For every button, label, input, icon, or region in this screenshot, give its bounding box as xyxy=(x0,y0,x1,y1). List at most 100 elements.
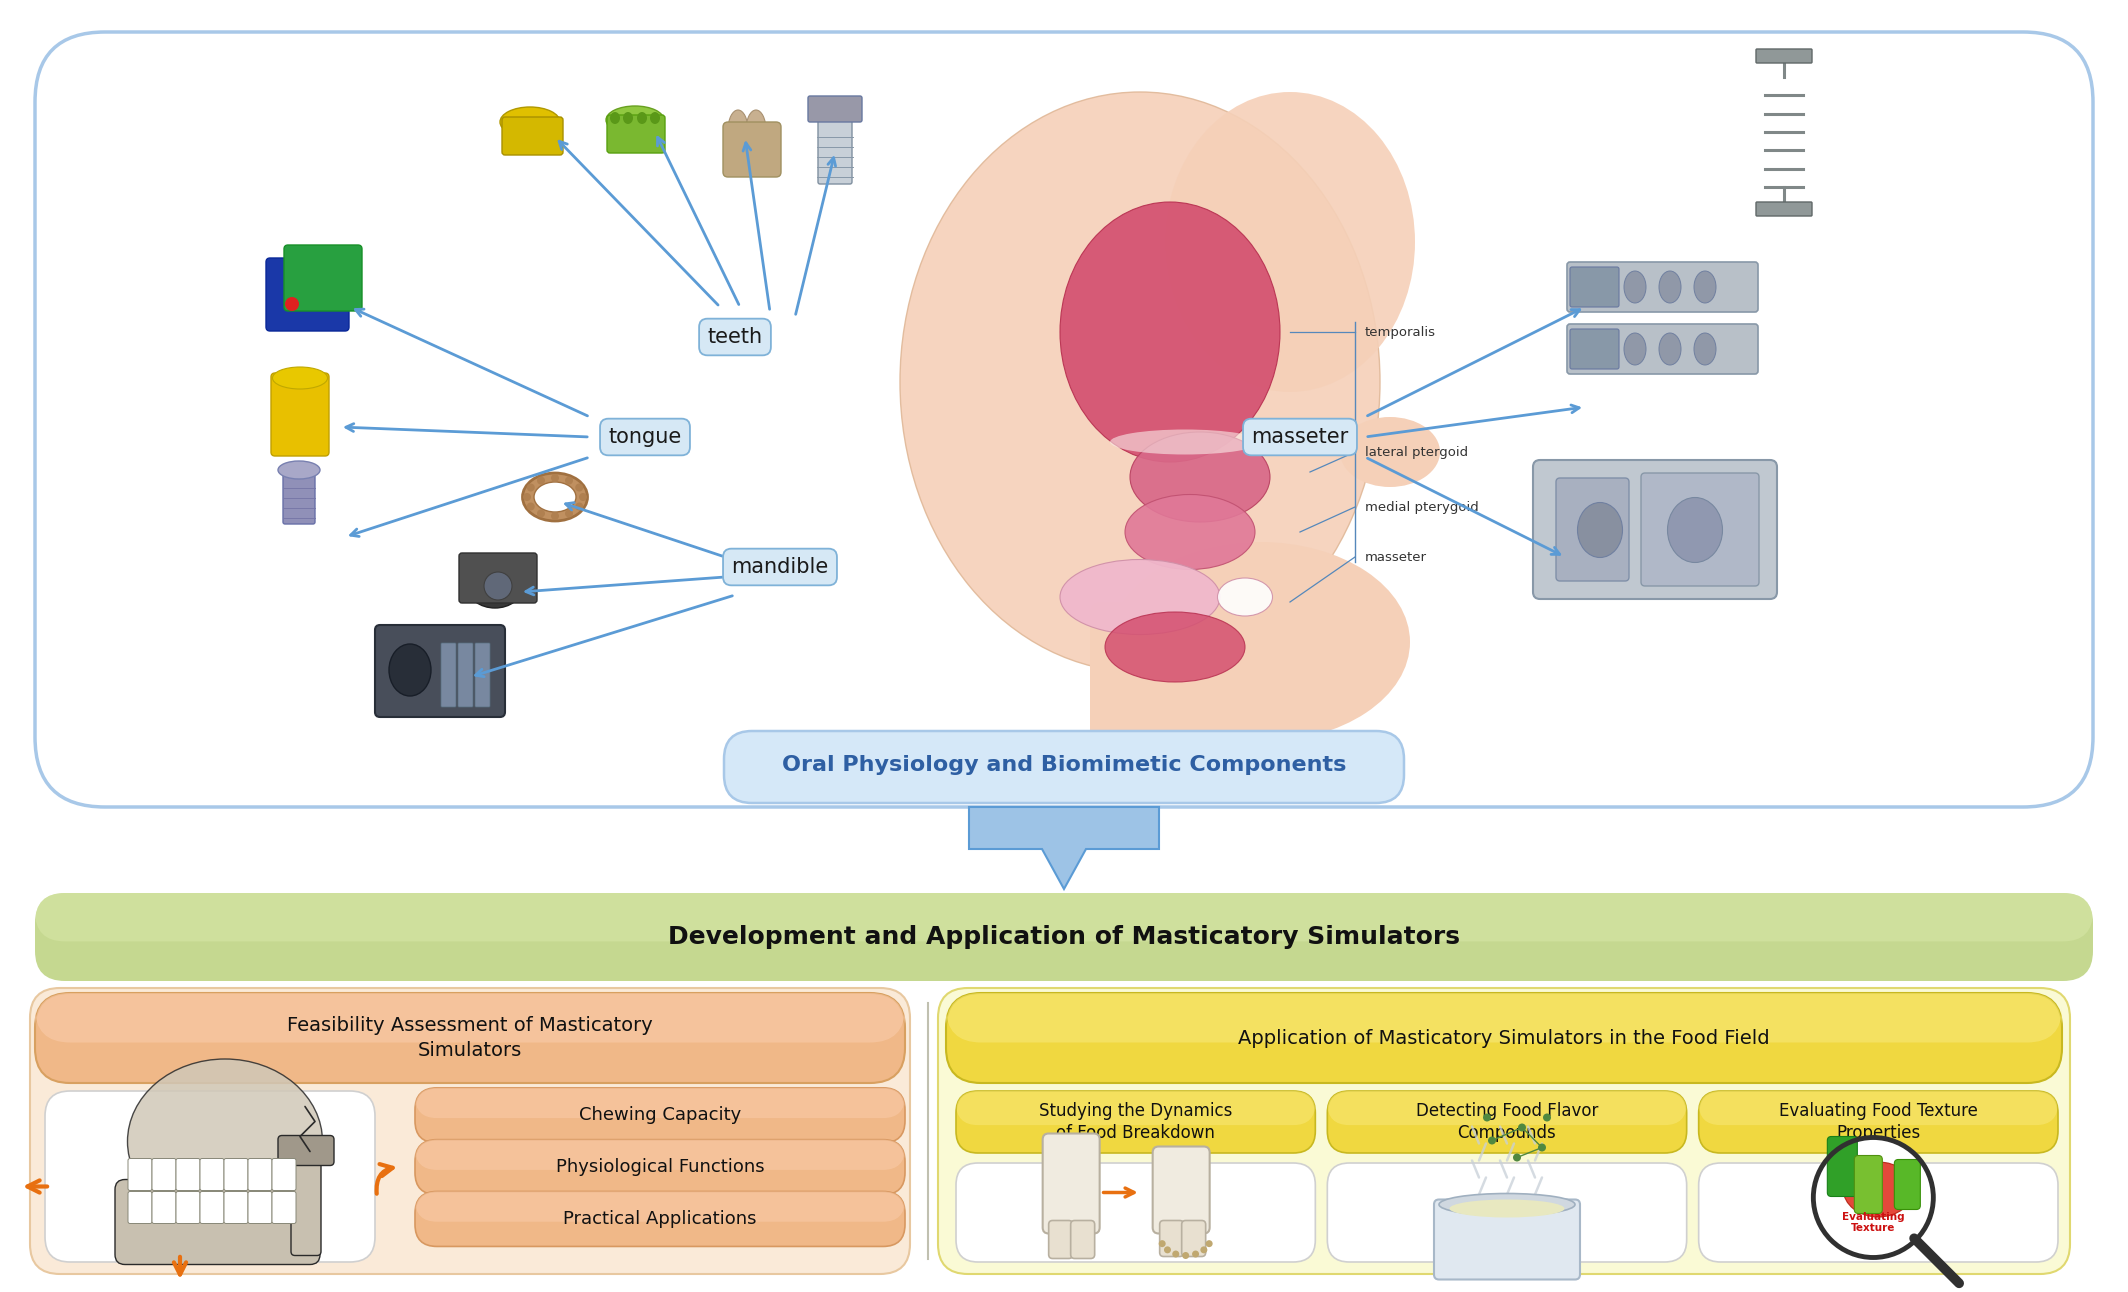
FancyBboxPatch shape xyxy=(947,994,2062,1083)
Ellipse shape xyxy=(1130,432,1270,522)
Polygon shape xyxy=(968,808,1160,889)
Ellipse shape xyxy=(1668,497,1722,562)
FancyBboxPatch shape xyxy=(1153,1146,1209,1234)
FancyBboxPatch shape xyxy=(1090,602,1270,782)
Ellipse shape xyxy=(1449,1199,1564,1217)
Ellipse shape xyxy=(1126,495,1256,570)
Ellipse shape xyxy=(128,1059,323,1224)
FancyBboxPatch shape xyxy=(415,1140,904,1169)
Ellipse shape xyxy=(389,643,432,696)
FancyBboxPatch shape xyxy=(1756,49,1813,63)
FancyBboxPatch shape xyxy=(279,1136,334,1165)
Circle shape xyxy=(285,297,300,311)
FancyBboxPatch shape xyxy=(1566,324,1758,373)
Circle shape xyxy=(528,483,534,491)
FancyBboxPatch shape xyxy=(1698,1090,2058,1125)
FancyBboxPatch shape xyxy=(375,625,504,717)
Text: masseter: masseter xyxy=(1251,426,1349,447)
Text: temporalis: temporalis xyxy=(1364,326,1436,339)
Ellipse shape xyxy=(624,112,632,124)
Ellipse shape xyxy=(534,482,577,512)
FancyBboxPatch shape xyxy=(272,1159,296,1190)
Ellipse shape xyxy=(1111,543,1411,742)
FancyBboxPatch shape xyxy=(283,245,362,311)
Circle shape xyxy=(1207,1240,1213,1247)
FancyBboxPatch shape xyxy=(151,1191,177,1224)
FancyBboxPatch shape xyxy=(460,553,536,603)
Circle shape xyxy=(1183,1252,1190,1258)
Ellipse shape xyxy=(500,107,560,137)
FancyBboxPatch shape xyxy=(272,1191,296,1224)
Ellipse shape xyxy=(1577,503,1622,558)
Ellipse shape xyxy=(900,92,1379,672)
FancyBboxPatch shape xyxy=(1043,1133,1100,1234)
FancyBboxPatch shape xyxy=(955,1090,1315,1152)
FancyBboxPatch shape xyxy=(1894,1159,1919,1209)
Ellipse shape xyxy=(1341,417,1441,487)
Ellipse shape xyxy=(649,112,660,124)
Ellipse shape xyxy=(1660,333,1681,366)
Circle shape xyxy=(528,503,534,510)
Circle shape xyxy=(523,494,532,501)
Circle shape xyxy=(1483,1114,1492,1121)
Ellipse shape xyxy=(1164,92,1415,391)
Ellipse shape xyxy=(279,461,319,479)
Ellipse shape xyxy=(523,473,587,521)
Circle shape xyxy=(1164,1247,1170,1253)
FancyBboxPatch shape xyxy=(1556,478,1630,581)
Ellipse shape xyxy=(1060,202,1281,463)
Ellipse shape xyxy=(1439,1194,1575,1216)
Circle shape xyxy=(1487,1137,1496,1145)
FancyBboxPatch shape xyxy=(415,1140,904,1195)
Circle shape xyxy=(1543,1114,1551,1121)
Text: Practical Applications: Practical Applications xyxy=(564,1209,758,1227)
Text: Feasibility Assessment of Masticatory
Simulators: Feasibility Assessment of Masticatory Si… xyxy=(287,1016,653,1061)
Ellipse shape xyxy=(747,110,766,150)
Circle shape xyxy=(1517,1124,1526,1132)
Text: Evaluating
Texture: Evaluating Texture xyxy=(1843,1212,1905,1234)
FancyBboxPatch shape xyxy=(724,731,1404,804)
Text: mandible: mandible xyxy=(732,557,828,578)
Circle shape xyxy=(536,477,545,484)
Text: Chewing Capacity: Chewing Capacity xyxy=(579,1106,741,1124)
FancyBboxPatch shape xyxy=(502,118,564,155)
FancyBboxPatch shape xyxy=(724,121,781,177)
FancyBboxPatch shape xyxy=(45,1090,375,1262)
FancyBboxPatch shape xyxy=(440,643,455,707)
Circle shape xyxy=(483,572,513,599)
FancyBboxPatch shape xyxy=(415,1088,904,1118)
FancyBboxPatch shape xyxy=(223,1191,249,1224)
Text: tongue: tongue xyxy=(609,426,681,447)
FancyBboxPatch shape xyxy=(266,258,349,331)
Text: lateral ptergoid: lateral ptergoid xyxy=(1364,446,1468,459)
FancyBboxPatch shape xyxy=(1181,1221,1207,1257)
Text: Studying the Dynamics
of Food Breakdown: Studying the Dynamics of Food Breakdown xyxy=(1038,1102,1232,1142)
FancyBboxPatch shape xyxy=(151,1159,177,1190)
FancyBboxPatch shape xyxy=(1570,267,1619,307)
FancyBboxPatch shape xyxy=(1853,1155,1883,1213)
FancyBboxPatch shape xyxy=(292,1158,321,1256)
FancyBboxPatch shape xyxy=(115,1180,319,1265)
Circle shape xyxy=(1813,1137,1934,1257)
FancyBboxPatch shape xyxy=(817,115,851,183)
Text: Application of Masticatory Simulators in the Food Field: Application of Masticatory Simulators in… xyxy=(1238,1028,1770,1048)
Ellipse shape xyxy=(1104,612,1245,682)
Ellipse shape xyxy=(1111,429,1260,455)
Circle shape xyxy=(1539,1143,1547,1151)
Text: medial pterygoid: medial pterygoid xyxy=(1364,500,1479,513)
Ellipse shape xyxy=(468,566,523,609)
FancyBboxPatch shape xyxy=(938,988,2071,1274)
FancyBboxPatch shape xyxy=(34,893,2094,942)
Text: Detecting Food Flavor
Compounds: Detecting Food Flavor Compounds xyxy=(1415,1102,1598,1142)
Ellipse shape xyxy=(1624,271,1645,304)
FancyBboxPatch shape xyxy=(1570,329,1619,370)
FancyBboxPatch shape xyxy=(1049,1221,1073,1258)
FancyBboxPatch shape xyxy=(1160,1221,1183,1257)
FancyBboxPatch shape xyxy=(1756,202,1813,216)
FancyBboxPatch shape xyxy=(1828,1137,1858,1196)
Ellipse shape xyxy=(1217,578,1273,616)
Ellipse shape xyxy=(1694,271,1715,304)
FancyBboxPatch shape xyxy=(1698,1090,2058,1152)
FancyBboxPatch shape xyxy=(1328,1163,1688,1262)
FancyBboxPatch shape xyxy=(458,643,472,707)
